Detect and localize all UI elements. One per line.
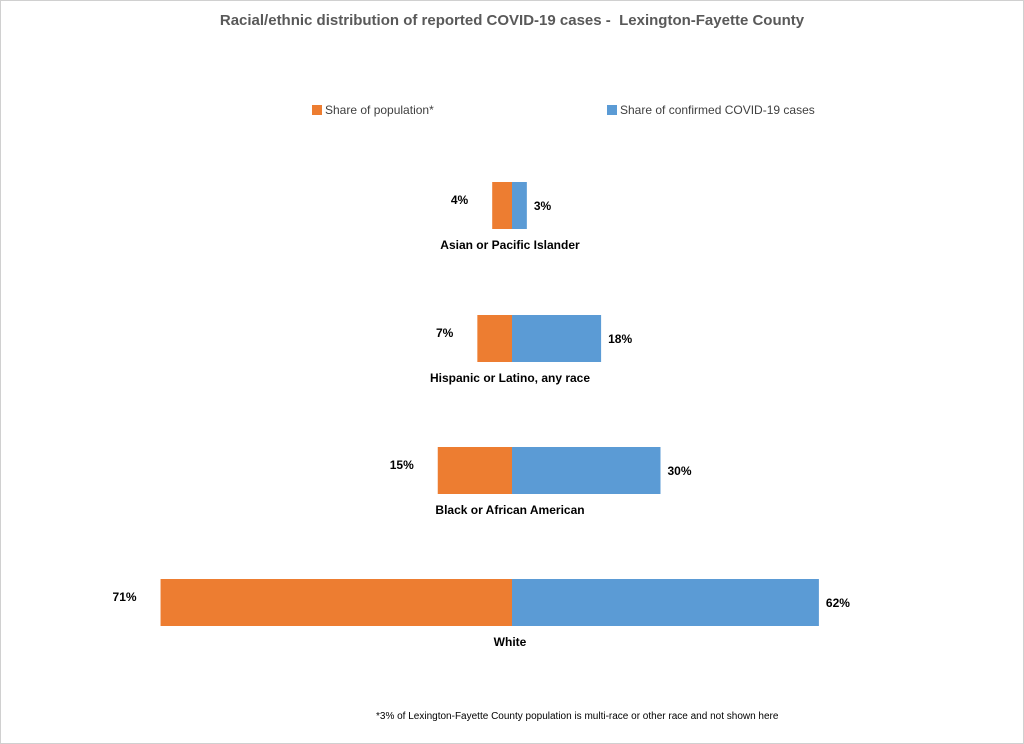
bar-population-asian-or-pacific-islander bbox=[492, 182, 512, 229]
data-label-population-hispanic-or-latino-any-race: 7% bbox=[436, 326, 454, 340]
data-label-cases-black-or-african-american: 30% bbox=[668, 464, 692, 478]
data-label-cases-hispanic-or-latino-any-race: 18% bbox=[608, 332, 632, 346]
category-label-hispanic-or-latino-any-race: Hispanic or Latino, any race bbox=[430, 371, 590, 385]
chart-title: Racial/ethnic distribution of reported C… bbox=[220, 12, 805, 29]
bar-population-hispanic-or-latino-any-race bbox=[477, 315, 512, 362]
legend: Share of population* Share of confirmed … bbox=[312, 103, 815, 117]
data-label-population-black-or-african-american: 15% bbox=[390, 458, 414, 472]
legend-label-population: Share of population* bbox=[325, 103, 434, 117]
category-label-black-or-african-american: Black or African American bbox=[435, 503, 584, 517]
bar-cases-asian-or-pacific-islander bbox=[512, 182, 527, 229]
category-label-asian-or-pacific-islander: Asian or Pacific Islander bbox=[440, 238, 580, 252]
legend-label-cases: Share of confirmed COVID-19 cases bbox=[620, 103, 815, 117]
bar-population-black-or-african-american bbox=[437, 447, 512, 494]
data-label-population-asian-or-pacific-islander: 4% bbox=[451, 193, 469, 207]
bar-cases-white bbox=[512, 579, 819, 626]
bar-cases-hispanic-or-latino-any-race bbox=[512, 315, 602, 362]
data-label-cases-asian-or-pacific-islander: 3% bbox=[534, 199, 552, 213]
legend-swatch-population bbox=[312, 105, 322, 115]
bar-population-white bbox=[160, 579, 513, 626]
labels-layer: 4% 3% Asian or Pacific Islander 7% 18% Hispan… bbox=[113, 193, 851, 649]
bar-cases-black-or-african-american bbox=[512, 447, 661, 494]
footnote: *3% of Lexington-Fayette County populati… bbox=[376, 711, 779, 722]
legend-swatch-cases bbox=[607, 105, 617, 115]
bars-layer bbox=[160, 182, 819, 626]
data-label-cases-white: 62% bbox=[826, 596, 850, 610]
data-label-population-white: 71% bbox=[113, 590, 137, 604]
category-label-white: White bbox=[494, 635, 527, 649]
